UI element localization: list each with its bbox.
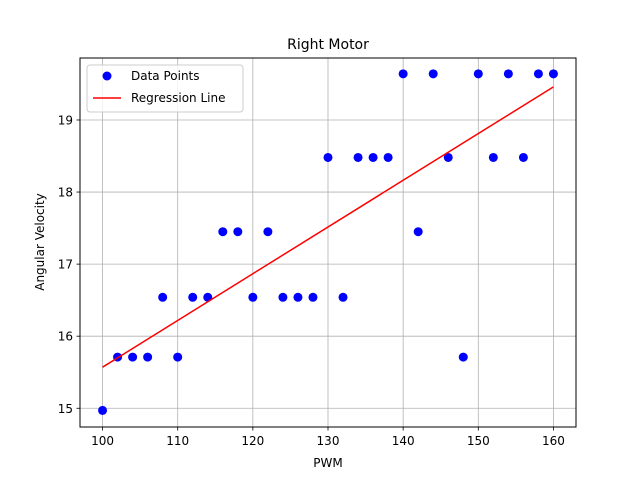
data-point	[458, 352, 468, 362]
data-point	[143, 352, 153, 362]
data-point	[443, 152, 453, 162]
y-tick-label: 18	[58, 186, 73, 200]
data-point	[158, 292, 168, 302]
regression-line	[102, 86, 554, 368]
data-point	[383, 152, 393, 162]
legend-box	[86, 64, 244, 113]
data-point	[398, 69, 408, 79]
data-point	[548, 69, 558, 79]
legend: Data Points Regression Line	[86, 64, 244, 113]
y-tick-label: 16	[58, 330, 73, 344]
x-tick-label: 150	[467, 434, 490, 448]
data-point	[413, 227, 423, 237]
x-tick-label: 130	[317, 434, 340, 448]
data-point	[368, 152, 378, 162]
legend-marker-data-points	[102, 71, 112, 81]
grid	[80, 58, 576, 427]
x-tick-label: 110	[166, 434, 189, 448]
data-point	[188, 292, 198, 302]
data-point	[428, 69, 438, 79]
legend-label-regression-line: Regression Line	[131, 91, 225, 105]
data-point	[248, 292, 258, 302]
data-point	[263, 227, 273, 237]
plot-series	[98, 69, 558, 415]
data-point	[173, 352, 183, 362]
chart-title: Right Motor	[287, 37, 369, 53]
x-axis-label: PWM	[313, 456, 342, 470]
data-point	[353, 152, 363, 162]
data-point	[533, 69, 543, 79]
data-point	[338, 292, 348, 302]
data-point	[293, 292, 303, 302]
x-tick-label: 100	[91, 434, 114, 448]
data-point	[278, 292, 288, 302]
plot-frame	[79, 57, 577, 428]
data-point	[488, 152, 498, 162]
data-point	[128, 352, 138, 362]
y-tick-label: 17	[58, 258, 73, 272]
data-point	[98, 405, 108, 415]
y-axis-label: Angular Velocity	[33, 193, 47, 291]
x-axis-ticks: 100 110 120 130 140 150 160	[91, 427, 565, 448]
data-point	[503, 69, 513, 79]
y-tick-label: 15	[58, 402, 73, 416]
legend-label-data-points: Data Points	[131, 69, 200, 83]
x-tick-label: 160	[542, 434, 565, 448]
data-point	[218, 227, 228, 237]
data-point	[518, 152, 528, 162]
x-tick-label: 120	[241, 434, 264, 448]
y-tick-label: 19	[58, 113, 73, 127]
data-point	[323, 152, 333, 162]
data-point	[473, 69, 483, 79]
data-point	[308, 292, 318, 302]
data-point	[233, 227, 243, 237]
x-tick-label: 140	[392, 434, 415, 448]
y-axis-ticks: 15 16 17 18 19	[58, 113, 80, 416]
